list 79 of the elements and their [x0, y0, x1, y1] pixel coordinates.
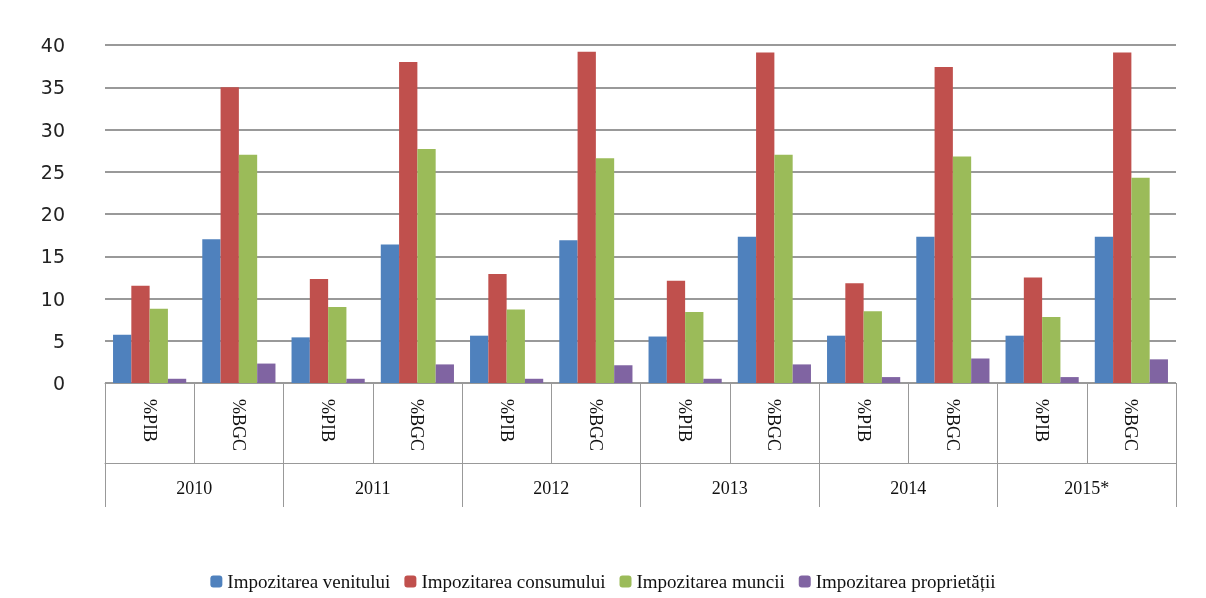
bar — [595, 158, 615, 383]
y-tick-label: 5 — [52, 329, 65, 352]
y-tick-label: 15 — [40, 245, 65, 268]
bar — [1042, 317, 1061, 383]
bar — [1094, 236, 1114, 383]
bar — [1113, 52, 1132, 383]
bar — [756, 52, 775, 383]
bar — [1149, 359, 1168, 383]
x-tick-label: %PIB — [139, 399, 160, 443]
bar — [863, 311, 882, 383]
bar — [488, 274, 507, 383]
x-tick-label: %PIB — [853, 399, 874, 443]
bar — [113, 334, 132, 383]
bar — [703, 378, 722, 383]
bar — [1023, 277, 1043, 383]
bar — [952, 156, 972, 383]
bar — [827, 335, 846, 383]
bar — [417, 148, 436, 383]
bar — [220, 87, 239, 383]
y-tick-label: 25 — [40, 160, 65, 183]
x-tick-label: %BGC — [942, 399, 963, 452]
bar — [737, 236, 757, 383]
x-tick-label: %BGC — [228, 399, 249, 452]
bar — [328, 306, 347, 383]
bar — [1131, 177, 1150, 383]
x-tick-label: %BGC — [407, 399, 428, 452]
y-tick-label: 35 — [40, 76, 65, 99]
bar — [167, 378, 187, 383]
bar — [916, 236, 935, 383]
bar — [685, 312, 704, 383]
y-tick-label: 20 — [40, 203, 65, 225]
bar — [346, 378, 365, 383]
bar — [934, 66, 953, 383]
bar — [257, 363, 276, 383]
bar — [845, 283, 864, 383]
x-tick-label: %PIB — [318, 399, 339, 443]
bar — [666, 280, 686, 383]
x-tick-label: %PIB — [1032, 399, 1053, 443]
x-tick-label: %PIB — [496, 399, 517, 443]
x-tick-label: %BGC — [1121, 399, 1142, 452]
bar — [971, 358, 990, 383]
legend-label: Impozitarea consumului — [421, 571, 606, 592]
text: 2010 — [176, 478, 213, 498]
x-tick-label: %BGC — [764, 399, 785, 452]
text: 2012 — [533, 478, 570, 498]
bar — [149, 308, 168, 383]
y-tick-label: 30 — [40, 118, 65, 141]
text: 2015* — [1064, 478, 1110, 498]
bar — [506, 309, 525, 383]
bar — [614, 365, 633, 383]
bar — [202, 239, 221, 383]
text: 2014 — [890, 478, 927, 498]
bar — [881, 377, 901, 383]
bar — [435, 364, 454, 383]
bar — [291, 337, 310, 383]
y-tick-label: 40 — [40, 34, 65, 56]
text: 2011 — [355, 478, 391, 498]
bar — [309, 279, 329, 383]
legend-label: Impozitarea muncii — [636, 571, 785, 592]
bar — [131, 285, 150, 383]
bar — [648, 336, 667, 383]
legend-label: Impozitarea venitului — [227, 571, 391, 592]
bar — [399, 61, 418, 383]
bar — [577, 51, 596, 383]
bar — [792, 364, 811, 383]
bar — [238, 154, 258, 383]
bar — [524, 378, 544, 383]
bar — [1060, 377, 1079, 383]
bar — [470, 335, 489, 383]
y-tick-label: 10 — [40, 287, 65, 310]
legend-label: Impozitarea proprietății — [815, 571, 996, 592]
bar — [380, 244, 400, 383]
x-tick-label: %PIB — [675, 399, 696, 443]
bar — [559, 240, 578, 383]
bar — [1005, 335, 1024, 383]
y-tick-label: 0 — [52, 372, 65, 394]
x-tick-label: %BGC — [585, 399, 606, 452]
bar — [774, 154, 793, 383]
text: 2013 — [711, 478, 748, 498]
